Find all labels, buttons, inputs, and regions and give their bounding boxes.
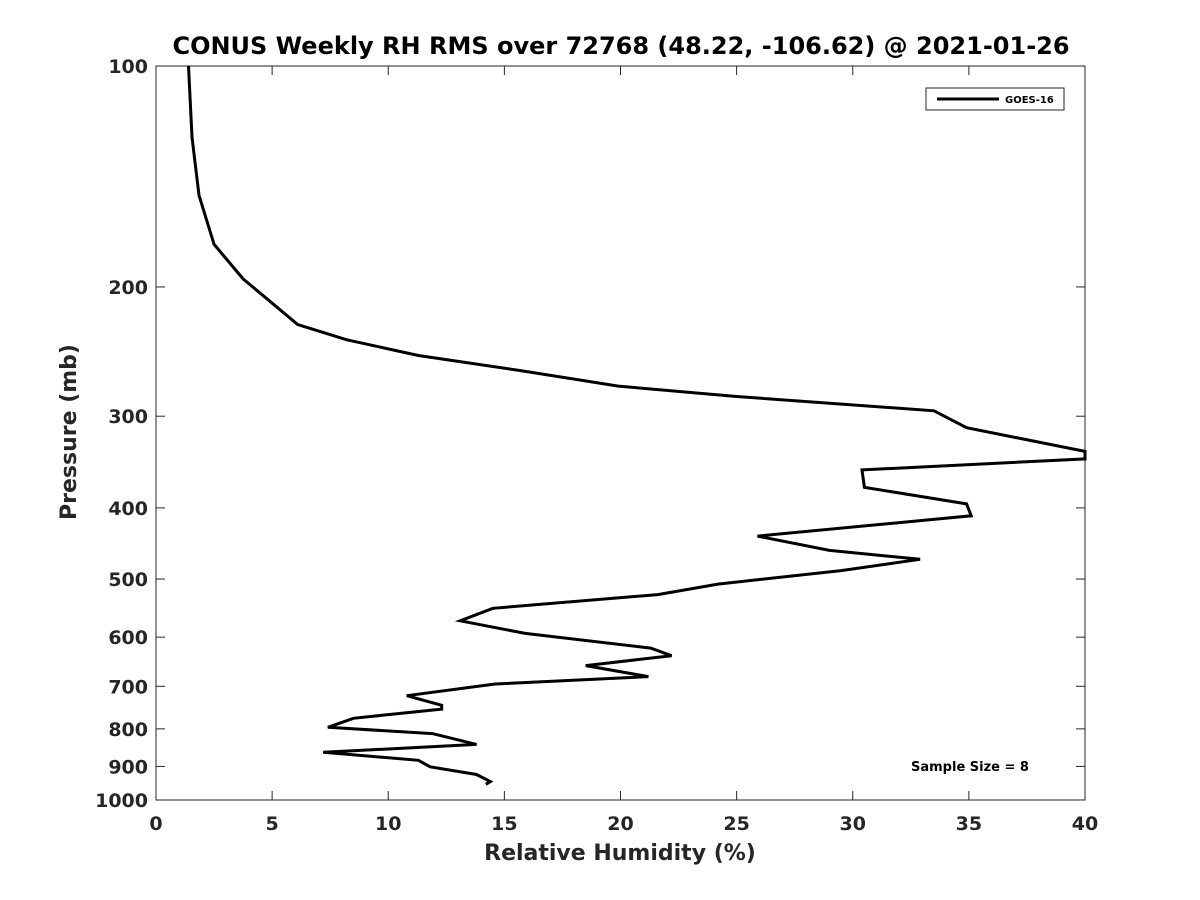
y-tick-label: 900: [108, 756, 148, 778]
sample-size-annotation: Sample Size = 8: [911, 760, 1029, 775]
y-tick-label: 800: [108, 719, 148, 741]
y-tick-label: 300: [108, 406, 148, 428]
legend: GOES-16: [925, 87, 1065, 111]
y-tick-label: 100: [108, 56, 148, 78]
x-tick-label: 10: [375, 813, 401, 835]
legend-label-goes-16: GOES-16: [1005, 95, 1054, 106]
x-axis-label: Relative Humidity (%): [484, 841, 756, 866]
x-tick-label: 5: [266, 813, 279, 835]
x-tick-label: 30: [840, 813, 866, 835]
x-tick-label: 25: [723, 813, 749, 835]
y-axis-label: Pressure (mb): [57, 344, 82, 520]
x-tick-label: 40: [1072, 813, 1098, 835]
y-axis: 100 200 300 400 500 600 700 800 900 1000: [95, 56, 1085, 812]
y-tick-label: 400: [108, 498, 148, 520]
y-tick-label: 1000: [95, 790, 148, 812]
series-line-goes-16: [187, 65, 1087, 786]
x-axis: 0 5 10 15 20 25 30 35 40: [149, 66, 1098, 835]
x-tick-label: 20: [607, 813, 633, 835]
y-tick-label: 500: [108, 569, 148, 591]
plot-area: 0 5 10 15 20 25 30 35 40 100 200 300 400 500 600 700 80…: [95, 56, 1098, 835]
x-tick-label: 0: [149, 813, 162, 835]
chart-title: CONUS Weekly RH RMS over 72768 (48.22, -…: [172, 32, 1069, 60]
y-tick-label: 600: [108, 627, 148, 649]
y-tick-label: 700: [108, 676, 148, 698]
x-tick-label: 15: [491, 813, 517, 835]
x-tick-label: 35: [956, 813, 982, 835]
y-tick-label: 200: [108, 277, 148, 299]
